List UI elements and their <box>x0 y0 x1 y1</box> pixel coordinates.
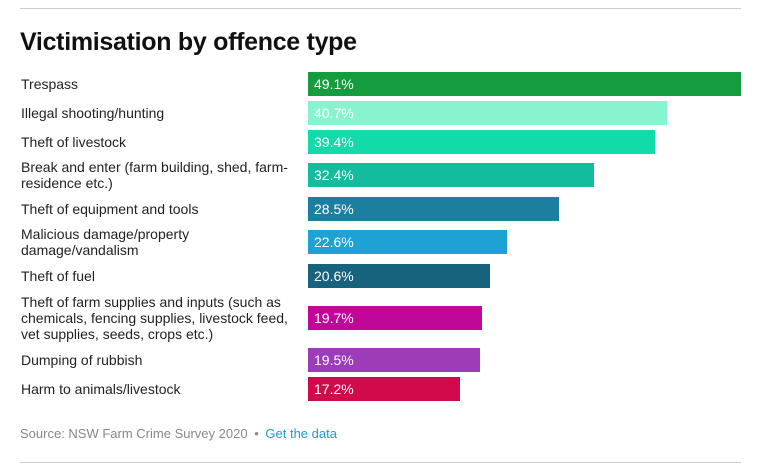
top-rule <box>20 8 741 9</box>
bar[interactable] <box>308 130 655 154</box>
bar-value-label: 32.4% <box>314 167 354 183</box>
category-label: Malicious damage/property damage/vandali… <box>21 226 190 258</box>
source-line: Source: NSW Farm Crime Survey 2020 • Get… <box>20 426 337 441</box>
bar[interactable] <box>308 101 667 125</box>
bar[interactable] <box>308 348 480 372</box>
bar[interactable] <box>308 306 482 330</box>
chart-title: Victimisation by offence type <box>20 28 357 56</box>
bar-value-label: 40.7% <box>314 105 354 121</box>
bar-value-label: 28.5% <box>314 201 354 217</box>
bar-value-label: 19.5% <box>314 352 354 368</box>
source-text: Source: NSW Farm Crime Survey 2020 <box>20 426 248 441</box>
category-label: Theft of farm supplies and inputs (such … <box>21 294 288 342</box>
category-label: Harm to animals/livestock <box>21 381 181 397</box>
category-label: Dumping of rubbish <box>21 352 143 368</box>
bar[interactable] <box>308 163 594 187</box>
bar-value-label: 19.7% <box>314 310 354 326</box>
bar[interactable] <box>308 377 460 401</box>
bar[interactable] <box>308 230 507 254</box>
bar[interactable] <box>308 197 559 221</box>
category-label: Theft of livestock <box>21 134 127 150</box>
category-label: Illegal shooting/hunting <box>21 105 165 121</box>
bar[interactable] <box>308 264 490 288</box>
get-the-data-link[interactable]: Get the data <box>265 426 337 441</box>
category-label: Break and enter (farm building, shed, fa… <box>21 159 288 191</box>
bar-value-label: 22.6% <box>314 234 354 250</box>
category-label: Trespass <box>21 76 79 92</box>
bar[interactable] <box>308 72 741 96</box>
bar-value-label: 20.6% <box>314 268 354 284</box>
bar-value-label: 17.2% <box>314 381 354 397</box>
category-label: Theft of fuel <box>21 268 95 284</box>
bottom-rule <box>20 462 741 463</box>
category-label: Theft of equipment and tools <box>21 201 199 217</box>
bar-value-label: 49.1% <box>314 76 354 92</box>
source-separator: • <box>254 426 259 441</box>
bar-value-label: 39.4% <box>314 134 354 150</box>
